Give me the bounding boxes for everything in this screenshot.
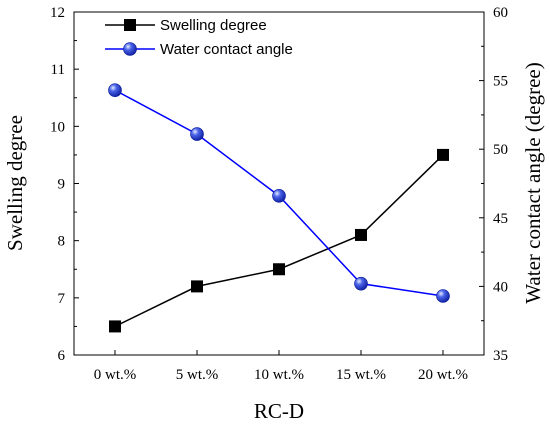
right-y-tick-label: 50: [493, 142, 508, 158]
legend: Swelling degree Water contact angle: [105, 17, 293, 58]
legend-contact-angle-label: Water contact angle: [160, 41, 293, 58]
left-y-axis-title: Swelling degree: [3, 115, 27, 251]
swelling-degree-point: [437, 148, 449, 161]
legend-contact-angle-marker: [123, 42, 137, 56]
right-y-tick-label: 60: [493, 5, 508, 21]
swelling-degree-point: [355, 228, 367, 241]
legend-swelling-marker: [124, 19, 136, 31]
x-axis-title: RC-D: [254, 399, 304, 423]
x-tick-label: 20 wt.%: [418, 367, 468, 383]
right-y-tick-label: 45: [493, 211, 508, 227]
right-y-tick-label: 40: [493, 279, 508, 295]
right-y-axis-title: Water contact angle (degree): [521, 62, 545, 303]
left-y-tick-label: 11: [51, 62, 65, 78]
left-y-tick-label: 10: [50, 119, 65, 135]
left-y-tick-label: 8: [58, 234, 66, 250]
left-y-tick-label: 7: [58, 291, 66, 307]
left-y-tick-label: 6: [58, 348, 66, 364]
x-tick-label: 10 wt.%: [254, 367, 304, 383]
x-axis-ticks: 0 wt.% 5 wt.% 10 wt.% 15 wt.% 20 wt.%: [94, 350, 468, 383]
left-y-tick-label: 12: [50, 5, 65, 21]
plot-area-frame: [73, 11, 485, 356]
right-y-tick-label: 55: [493, 74, 508, 90]
legend-swelling-label: Swelling degree: [160, 17, 267, 34]
x-tick-label: 5 wt.%: [176, 367, 219, 383]
left-y-tick-label: 9: [58, 177, 66, 193]
right-y-tick-label: 35: [493, 348, 508, 364]
right-y-axis-ticks: 35 40 45 50 55 60: [479, 5, 508, 364]
series-layer: [108, 83, 450, 333]
swelling-degree-point: [273, 263, 285, 276]
water-contact-angle-point: [354, 276, 368, 291]
left-y-axis-ticks: 6 7 8 9 10 11 12: [50, 5, 79, 364]
water-contact-angle-point: [108, 83, 122, 98]
swelling-degree-line: [114, 154, 444, 328]
water-contact-angle-point: [436, 289, 450, 303]
swelling-degree-point: [109, 320, 121, 333]
x-tick-label: 0 wt.%: [94, 367, 137, 383]
x-tick-label: 15 wt.%: [336, 367, 386, 383]
water-contact-angle-point: [190, 127, 204, 141]
water-contact-angle-point: [272, 189, 286, 203]
swelling-degree-point: [191, 280, 203, 293]
